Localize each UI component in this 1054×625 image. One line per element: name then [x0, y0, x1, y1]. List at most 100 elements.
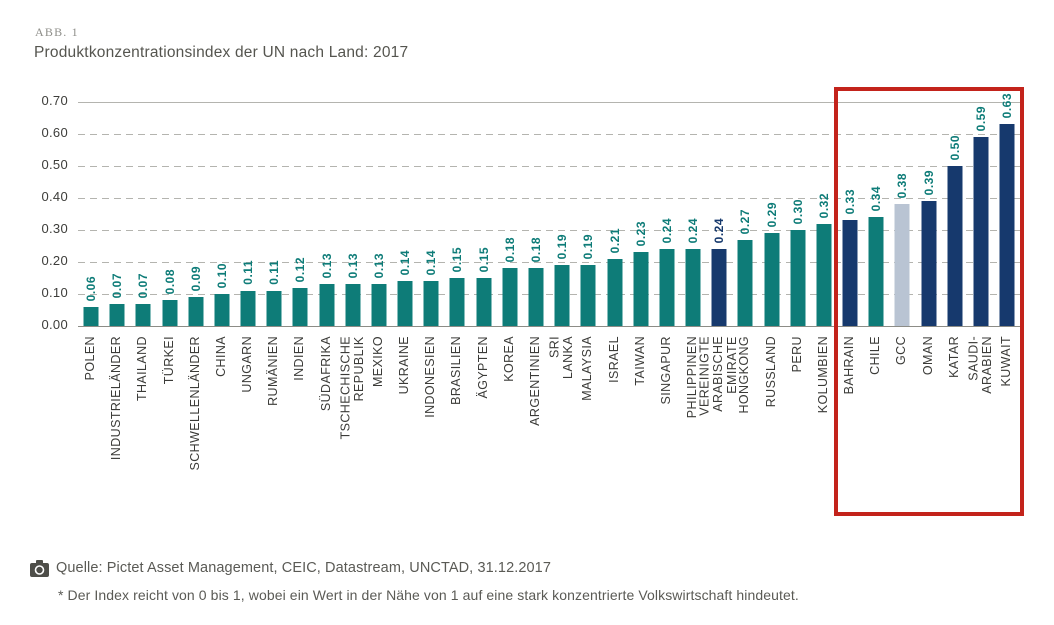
- gridline: [78, 134, 1020, 135]
- footnote: * Der Index reicht von 0 bis 1, wobei ei…: [58, 587, 799, 603]
- bar-category-label: SRI LANKA: [547, 335, 576, 379]
- bar-value-label: 0.18: [529, 236, 543, 262]
- bar: [633, 252, 649, 326]
- source-line: Quelle: Pictet Asset Management, CEIC, D…: [56, 560, 552, 576]
- bar-column: 0.21 ISRAEL: [601, 102, 627, 383]
- bar-category-label: KOLUMBIEN: [816, 336, 831, 414]
- gridlines: [78, 102, 1020, 327]
- bar-column: 0.19 SRI LANKA: [547, 102, 575, 379]
- bar: [999, 124, 1015, 326]
- bar-column: 0.23 TAIWAN: [628, 102, 654, 386]
- bar-column: 0.24 SINGAPUR: [654, 102, 680, 405]
- bar: [894, 204, 910, 326]
- bar: [240, 291, 256, 326]
- gridline: [78, 166, 1020, 167]
- bar-value-label: 0.10: [214, 262, 229, 288]
- bar-column: 0.34 CHILE: [863, 102, 889, 375]
- bar-column: 0.29 RUSSLAND: [758, 102, 784, 407]
- bar-value-label: 0.11: [267, 260, 282, 285]
- bar-category-label: INDONESIEN: [423, 336, 438, 418]
- gridline: [78, 262, 1020, 263]
- bar-value-label: 0.08: [162, 268, 177, 294]
- bar: [135, 304, 151, 326]
- bar-category-label: SCHWELLENLÄNDER: [187, 336, 202, 471]
- bar-category-label: INDUSTRIELÄNDER: [109, 336, 124, 461]
- bar-category-label: UNGARN: [240, 336, 255, 393]
- bar-category-label: TAIWAN: [632, 336, 647, 386]
- bar-category-label: UKRAINE: [397, 336, 412, 395]
- bar-column: 0.63 KUWAIT: [994, 93, 1020, 387]
- bar: [711, 249, 727, 326]
- y-tick-label: 0.50: [41, 157, 68, 172]
- bar-category-label: PERU: [789, 336, 804, 373]
- bar-column: 0.50 KATAR: [942, 102, 968, 378]
- bar-column: 0.07 THAILAND: [130, 102, 156, 401]
- bar-column: 0.06 POLEN: [78, 102, 104, 380]
- bar-category-label: ÄGYPTEN: [475, 336, 490, 399]
- bar-column: 0.07 INDUSTRIELÄNDER: [104, 102, 130, 460]
- bar-series: 0.06 POLEN 0.07 INDUSTRIELÄNDER 0.07 THAILAND…: [78, 93, 1020, 471]
- bar: [214, 294, 230, 326]
- bar-column: 0.12 INDIEN: [287, 102, 313, 381]
- bar-value-label: 0.09: [188, 265, 203, 291]
- bar: [319, 284, 335, 326]
- plot-area: 0.06 POLEN 0.07 INDUSTRIELÄNDER 0.07 THAILAND…: [78, 93, 1020, 471]
- bar-category-label: BRASILIEN: [449, 336, 464, 405]
- bar-value-label: 0.32: [816, 192, 831, 218]
- bar-category-label: HONGKONG: [737, 336, 752, 414]
- bar-category-label: THAILAND: [135, 336, 150, 402]
- bar: [423, 281, 439, 326]
- bar-column: 0.11 UNGARN: [235, 102, 261, 393]
- highlight-box: [834, 87, 1024, 516]
- bar: [109, 304, 125, 326]
- gridline: [78, 230, 1020, 231]
- bar-value-label: 0.13: [371, 252, 386, 278]
- bar-category-label: TSCHECHISCHE REPUBLIK: [338, 336, 366, 440]
- bar: [162, 300, 178, 326]
- bar: [790, 230, 806, 326]
- bar-column: 0.19 MALAYSIA: [575, 102, 601, 401]
- bar-column: 0.14 UKRAINE: [392, 102, 418, 394]
- bar: [921, 201, 937, 326]
- bar-value-label: 0.13: [319, 252, 334, 278]
- bar-column: 0.08 TÜRKEI: [157, 102, 183, 384]
- bar-value-label: 0.15: [450, 246, 465, 272]
- bar: [83, 307, 99, 326]
- figure-number: ABB. 1: [35, 25, 79, 39]
- bar-value-label: 0.24: [712, 217, 727, 243]
- gridline: [78, 326, 1020, 327]
- bar-category-label: KOREA: [501, 336, 516, 382]
- bar-value-label: 0.18: [502, 236, 517, 262]
- bar-column: 0.18 ARGENTINIEN: [523, 102, 549, 426]
- bar: [528, 268, 544, 326]
- bar-category-label: ARGENTINIEN: [528, 336, 543, 426]
- bar-value-label: 0.29: [764, 201, 779, 227]
- bar-column: 0.10 CHINA: [209, 102, 235, 377]
- bar-value-label: 0.19: [581, 233, 596, 259]
- bar-category-label: RUSSLAND: [763, 336, 778, 408]
- bar-column: 0.09 SCHWELLENLÄNDER: [183, 102, 209, 471]
- bar: [868, 217, 884, 326]
- bar-column: 0.13 SÜDAFRIKA: [314, 102, 340, 411]
- bar-value-label: 0.21: [607, 227, 622, 253]
- bar: [816, 224, 832, 326]
- bar-category-label: ISRAEL: [606, 336, 621, 383]
- bar: [188, 297, 204, 326]
- gridline: [78, 102, 1020, 103]
- bar: [607, 259, 623, 326]
- bar: [764, 233, 780, 326]
- bar-category-label: POLEN: [83, 336, 98, 381]
- bar-column: 0.39 OMAN: [916, 102, 942, 375]
- bar-column: 0.30 PERU: [785, 102, 811, 372]
- bar: [476, 278, 492, 326]
- bar-column: 0.15 BRASILIEN: [444, 102, 470, 405]
- bar-value-label: 0.24: [659, 217, 674, 243]
- bar-value-label: 0.12: [293, 256, 308, 282]
- bar-column: 0.27 HONGKONG: [732, 102, 758, 414]
- bar-value-label: 0.14: [398, 249, 413, 275]
- bar-value-label: 0.23: [633, 220, 648, 246]
- bar-column: 0.24 PHILIPPINEN: [680, 102, 706, 418]
- y-tick-label: 0.20: [41, 253, 68, 268]
- bar: [292, 288, 308, 326]
